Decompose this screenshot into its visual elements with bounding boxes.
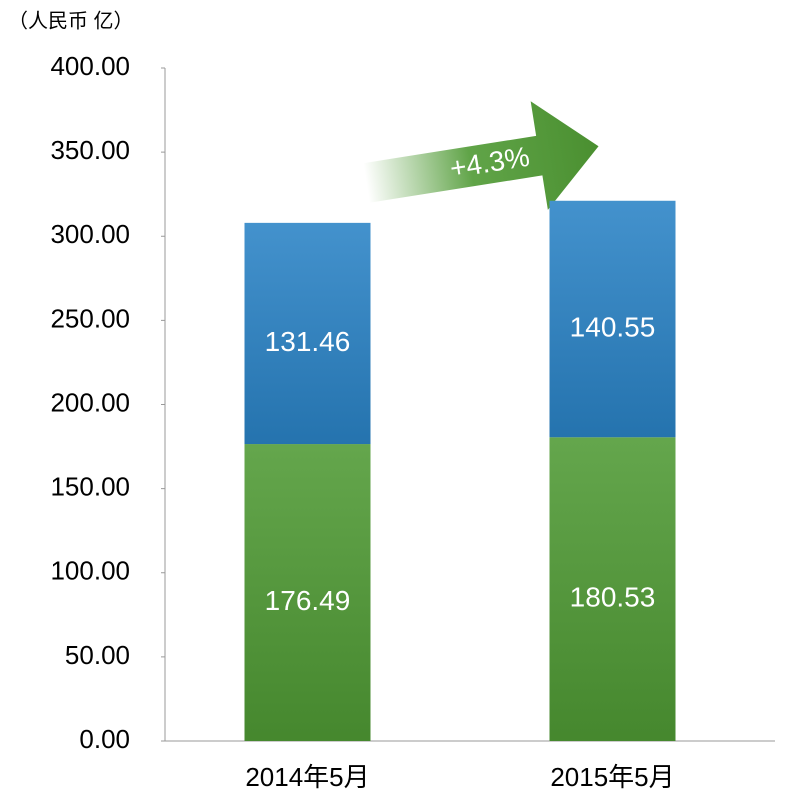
y-tick-label: 200.00 [50,387,130,417]
y-tick-label: 50.00 [65,640,130,670]
bar-shade [549,200,676,438]
bar-shade [244,222,371,445]
x-tick-label: 2014年5月 [245,762,369,792]
value-label: 131.46 [265,326,351,357]
value-label: 176.49 [265,585,351,616]
x-tick-label: 2015年5月 [550,762,674,792]
axis-label: （人民币 亿） [8,9,134,32]
y-tick-label: 350.00 [50,135,130,165]
y-tick-label: 300.00 [50,219,130,249]
y-tick-label: 250.00 [50,303,130,333]
y-tick-label: 0.00 [79,724,130,754]
arrow-shape [363,101,599,210]
y-tick-label: 400.00 [50,51,130,81]
growth-arrow: +4.3% [363,101,599,210]
bar-shade [549,437,676,741]
value-label: 140.55 [570,311,656,342]
y-tick-label: 150.00 [50,472,130,502]
value-label: 180.53 [570,582,656,613]
y-tick-label: 100.00 [50,556,130,586]
bar-shade [244,444,371,741]
